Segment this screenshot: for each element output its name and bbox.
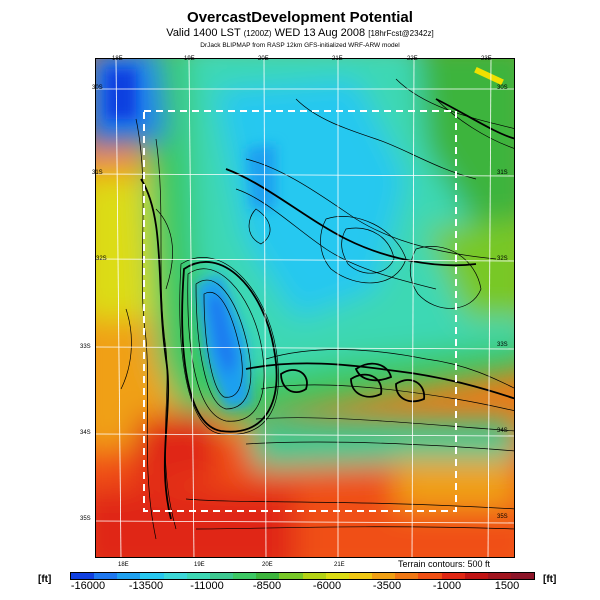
- terrain-contours-bold: [140, 98, 514, 520]
- terrain-contour-note: Terrain contours: 500 ft: [398, 559, 491, 569]
- colorbar-swatch: [233, 573, 257, 579]
- colorbar-swatch: [302, 573, 326, 579]
- colorbar-tick-label: -8500: [252, 580, 282, 592]
- colorbar-swatch: [464, 573, 488, 579]
- lat-label-left: 31S: [92, 170, 103, 176]
- colorbar-swatch: [140, 573, 164, 579]
- lat-lon-grid: [96, 59, 514, 557]
- lat-label-left: 35S: [80, 516, 91, 522]
- colorbar-tick-label: -3500: [372, 580, 402, 592]
- colorbar-unit-right: [ft]: [543, 574, 557, 585]
- lat-label-left: 32S: [96, 256, 107, 262]
- map-title: OvercastDevelopment Potential: [187, 9, 413, 26]
- lat-label-right: 34S: [497, 428, 508, 434]
- colorbar-tick-label: -11000: [190, 580, 224, 592]
- lon-label-top: 22E: [407, 56, 418, 62]
- colorbar-swatch: [510, 573, 535, 579]
- yellow-coastline-marker: [474, 66, 504, 86]
- forecast-map[interactable]: [95, 58, 515, 558]
- inner-domain-box: [143, 110, 457, 512]
- colorbar-swatch: [94, 573, 118, 579]
- colorbar-swatch: [71, 573, 95, 579]
- colorbar-tick-label: 1500: [494, 580, 520, 592]
- lat-label-left: 34S: [80, 430, 91, 436]
- model-credit: DrJack BLIPMAP from RASP 12km GFS-initia…: [200, 42, 400, 49]
- colorbar-swatch: [209, 573, 234, 579]
- lon-label-top: 23E: [481, 56, 492, 62]
- colorbar: [70, 572, 535, 580]
- valid-time-utc: (1200Z): [243, 29, 272, 38]
- colorbar-tick-label: -6000: [312, 580, 342, 592]
- colorbar-swatch: [186, 573, 210, 579]
- lat-label-right: 31S: [497, 170, 508, 176]
- lon-label-bottom: 20E: [262, 562, 273, 568]
- lon-label-bottom: 19E: [194, 562, 205, 568]
- valid-time: Valid 1400 LST (1200Z) WED 13 Aug 2008 […: [0, 27, 600, 39]
- map-canvas: [96, 59, 514, 557]
- colorbar-swatch: [279, 573, 303, 579]
- colorbar-tick-label: -13500: [128, 580, 164, 592]
- lat-label-right: 30S: [497, 85, 508, 91]
- valid-date: WED 13 Aug 2008: [274, 27, 366, 39]
- colorbar-tick-label: -16000: [70, 580, 106, 592]
- lat-label-right: 33S: [497, 342, 508, 348]
- valid-time-main: Valid 1400 LST: [166, 27, 241, 39]
- forecast-hour: [18hrFcst@2342z]: [368, 29, 434, 38]
- colorbar-swatch: [487, 573, 511, 579]
- lat-label-right: 35S: [497, 514, 508, 520]
- colorbar-swatch: [395, 573, 419, 579]
- colorbar-swatch: [418, 573, 442, 579]
- lat-label-left: 30S: [92, 85, 103, 91]
- lon-label-top: 21E: [332, 56, 343, 62]
- lat-label-left: 33S: [80, 344, 91, 350]
- lat-label-right: 32S: [497, 256, 508, 262]
- lon-label-bottom: 21E: [334, 562, 345, 568]
- colorbar-swatch: [372, 573, 396, 579]
- lon-label-top: 20E: [258, 56, 269, 62]
- overcast-potential-field: [96, 59, 514, 557]
- lon-label-top: 19E: [184, 56, 195, 62]
- colorbar-swatch: [117, 573, 141, 579]
- colorbar-swatch: [348, 573, 373, 579]
- colorbar-swatch: [441, 573, 465, 579]
- colorbar-swatch: [325, 573, 349, 579]
- lon-label-top: 18E: [112, 56, 123, 62]
- colorbar-unit-left: [ft]: [38, 574, 52, 585]
- lon-label-bottom: 18E: [118, 562, 129, 568]
- colorbar-swatch: [163, 573, 187, 579]
- colorbar-tick-label: -1000: [432, 580, 462, 592]
- colorbar-swatch: [256, 573, 280, 579]
